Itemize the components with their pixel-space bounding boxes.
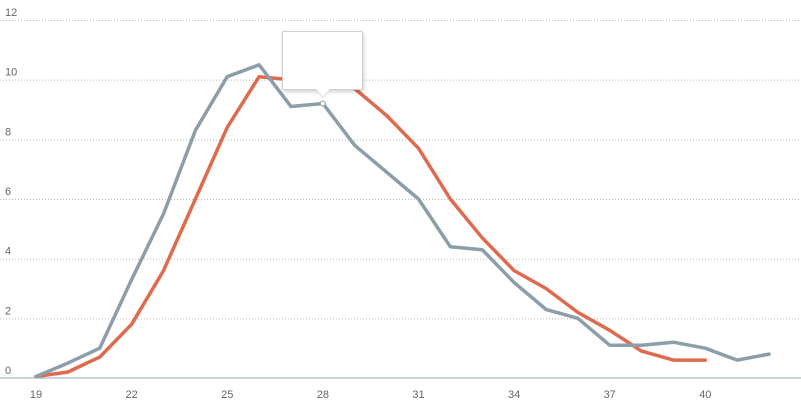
chart-tooltip [282,31,363,97]
x-tick-label: 40 [699,389,711,400]
x-tick-label: 31 [412,389,424,400]
y-tick-label: 6 [5,186,11,198]
x-tick-label: 37 [604,389,616,400]
y-tick-label: 0 [5,365,11,377]
y-tick-label: 8 [5,126,11,138]
x-tick-label: 22 [125,389,137,400]
series-line-2 [34,63,771,379]
x-tick-label: 28 [317,389,329,400]
x-tick-label: 19 [30,389,42,400]
x-tick-label: 25 [221,389,233,400]
marker-layer [319,100,326,107]
series-layer [34,63,771,379]
x-tick-label: 34 [508,389,520,400]
y-tick-label: 4 [5,246,11,258]
grid-layer [0,20,801,379]
y-tick-label: 12 [5,7,17,19]
axis-layer: 0 2 4 6 8 10 12 19 22 25 28 31 34 37 40 [5,7,711,401]
hover-point-marker [319,100,326,107]
tooltip-arrow [316,89,330,97]
series-line-1 [34,74,708,379]
y-tick-label: 10 [5,67,17,79]
y-tick-label: 2 [5,305,11,317]
